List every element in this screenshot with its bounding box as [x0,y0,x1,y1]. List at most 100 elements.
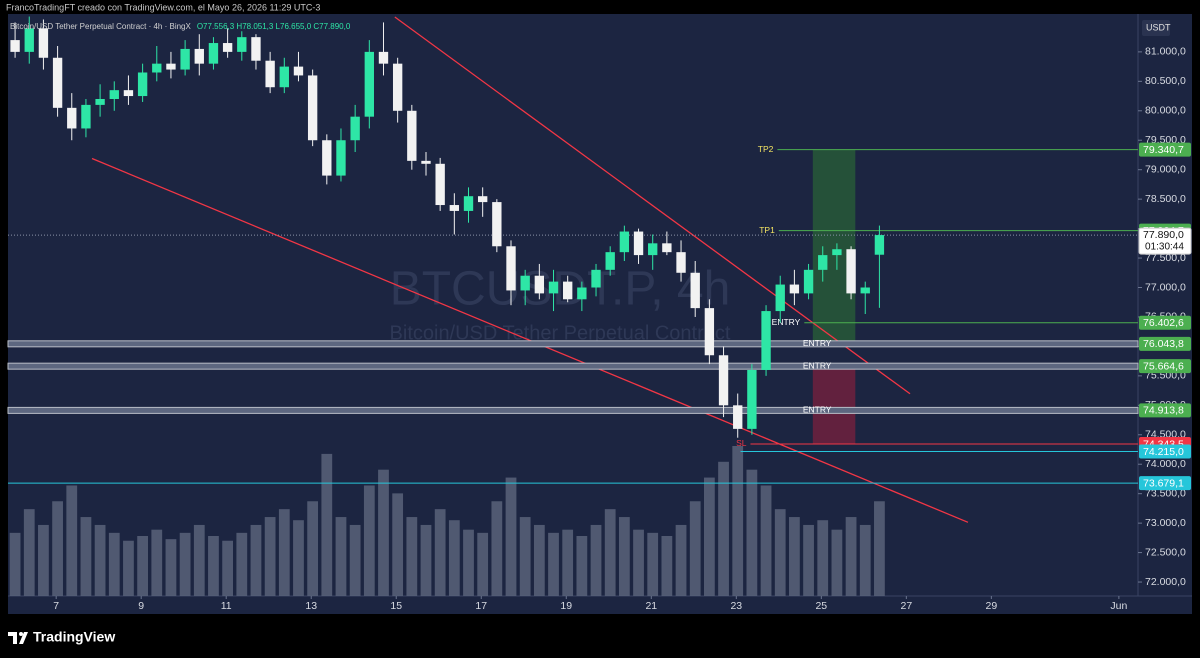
volume-bar [703,477,715,596]
volume-bar [250,524,262,596]
volume-bar [519,517,531,596]
candle-body [222,43,233,52]
candle-body [265,60,275,88]
volume-bar [562,529,574,596]
level-label-box [1139,403,1191,418]
candle-body [818,255,828,270]
candle-body [591,269,601,288]
candle-body [24,28,34,52]
y-tick-label: 79.000,0 [1145,163,1186,175]
level-label: 74.215,0 [1143,446,1184,458]
y-tick-label: 74.000,0 [1145,458,1186,470]
credit: FrancoTradingFT creado con TradingView.c… [6,2,320,12]
trendline [394,16,911,395]
candle-body [520,275,530,291]
candle-body [733,405,743,429]
last-price-label: 77.890,0 [1143,229,1184,241]
candle-body [67,107,77,129]
candle-body [307,75,318,141]
candle-body [81,104,91,129]
x-tick-label: 25 [815,600,827,612]
candle-body [364,51,374,117]
volume-bar [293,520,304,596]
x-tick-label: 13 [305,600,317,612]
candle-body [761,311,771,370]
level-label: 76.402,6 [1143,317,1184,329]
volume-bar [590,524,602,596]
volume-bar [463,529,474,596]
level-band [7,406,1139,414]
volume-bar [137,536,148,596]
ohlc: O77.556,3 H78.051,3 L76.655,0 C77.890,0 [197,22,351,31]
chart-background [8,14,1192,614]
candle-body [563,281,573,300]
level-label: 75.664,6 [1143,360,1184,372]
x-tick-label: Jun [1110,600,1127,612]
volume-bar [66,485,78,596]
volume-bar [9,532,21,596]
volume-bar [406,517,418,596]
volume-bar [208,536,219,596]
x-tick-label: 27 [900,600,912,612]
volume-bar [193,524,205,596]
x-tick-label: 17 [475,600,487,612]
logo-dot [19,632,23,636]
volume-bar [108,532,120,596]
level-label-box [1139,142,1191,157]
volume-bar [80,517,92,596]
candle-body [38,28,49,58]
brand: TradingView [33,629,115,645]
candle-body [846,249,856,294]
volume-bar [618,517,630,596]
level-label: 73.679,1 [1143,477,1184,489]
candle-body [449,205,460,211]
x-tick-label: 11 [221,600,232,612]
volume-bar [874,501,885,596]
watermark-name: Bitcoin/USD Tether Perpetual Contract [390,322,731,344]
countdown: 01:30:44 [1145,242,1184,253]
volume-bar [647,532,659,596]
candle-body [690,272,700,309]
volume-bar [420,524,432,596]
candle-body [137,72,148,97]
logo-mark [8,632,28,644]
candle-body [492,202,502,247]
candle-body [775,284,785,312]
x-tick-label: 21 [645,600,657,612]
volume-bar [633,529,644,596]
volume-bar [760,485,772,596]
volume-bar [222,540,234,596]
candle-body [237,37,247,52]
volume-bar [718,461,729,596]
volume-bar [774,509,786,596]
level-tag: TP2 [758,144,774,154]
candle-body [421,160,431,164]
volume-bar [349,524,361,596]
logo [8,632,28,644]
candle-body [704,308,715,356]
y-tick-label: 77.000,0 [1145,281,1186,293]
level-label-box [1139,444,1191,459]
candle-body [378,51,389,64]
candle-body [152,63,162,73]
level-tag: ENTRY [803,360,832,370]
y-tick-label: 72.500,0 [1145,546,1186,558]
x-tick-label: 19 [560,600,572,612]
candle-body [662,243,672,253]
volume-bar [392,493,404,596]
level-tag: ENTRY [803,405,832,415]
volume-bar [23,509,35,596]
level-tag: TP1 [759,225,775,235]
level-label-box [1139,336,1191,351]
candle-body [279,66,289,88]
candle-body [860,287,870,294]
candle-body [52,57,63,108]
volume-bar [689,501,701,596]
volume-bar [817,520,829,596]
level-label: 79.340,7 [1143,144,1184,156]
candle-body [109,90,119,100]
last-price-box [1138,227,1192,255]
candle-body [435,163,445,206]
y-tick-label: 73.000,0 [1145,517,1186,529]
volume-bar [363,485,375,596]
